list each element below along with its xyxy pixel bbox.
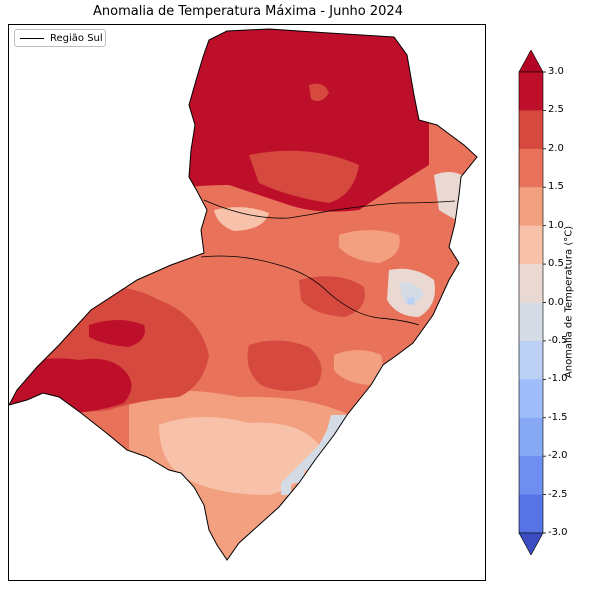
anomaly-map — [9, 28, 478, 561]
colorbar-tick-label: 2.0 — [548, 142, 564, 154]
colorbar-segment — [519, 264, 543, 303]
colorbar-segment — [519, 494, 543, 534]
colorbar-label: Anomalia de Temperatura (°C) — [563, 225, 575, 379]
colorbar-segment — [519, 110, 543, 150]
colorbar-segment — [519, 187, 543, 227]
colorbar-segment — [519, 417, 543, 457]
colorbar-segment — [519, 72, 543, 111]
colorbar-tick-label: 2.5 — [548, 104, 564, 116]
colorbar-under-triangle — [518, 532, 544, 555]
colorbar — [518, 50, 546, 555]
colorbar-segment — [519, 302, 543, 342]
colorbar-tick-label: 0.5 — [548, 258, 564, 270]
colorbar-tick-label: 3.0 — [548, 66, 564, 77]
colorbar-tick-label: -0.5 — [548, 334, 568, 346]
legend: Região Sul — [14, 29, 106, 47]
colorbar-segment — [519, 225, 543, 265]
map-frame — [8, 24, 486, 581]
colorbar-segment — [519, 148, 543, 188]
state-boundary-sc-rs — [200, 255, 420, 326]
legend-line-swatch — [20, 37, 44, 39]
colorbar-segment — [519, 456, 543, 496]
colorbar-tick-label: 1.5 — [548, 181, 564, 193]
colorbar-tick-label: 1.0 — [548, 219, 564, 231]
colorbar-tick-label: -1.0 — [548, 373, 568, 385]
state-boundary-pr-sc — [203, 199, 456, 219]
map-title: Anomalia de Temperatura Máxima - Junho 2… — [93, 4, 403, 19]
colorbar-tick-label: -1.5 — [548, 411, 568, 423]
colorbar-tick-label: 0.0 — [548, 296, 564, 308]
colorbar-segment — [519, 340, 543, 380]
colorbar-tick-label: -2.0 — [548, 450, 568, 462]
colorbar-tick-label: -3.0 — [548, 527, 568, 538]
legend-label: Região Sul — [50, 32, 103, 44]
colorbar-tick-label: -2.5 — [548, 488, 568, 500]
anomaly-fill — [9, 29, 477, 560]
colorbar-over-triangle — [518, 50, 544, 73]
colorbar-segment — [519, 379, 543, 419]
